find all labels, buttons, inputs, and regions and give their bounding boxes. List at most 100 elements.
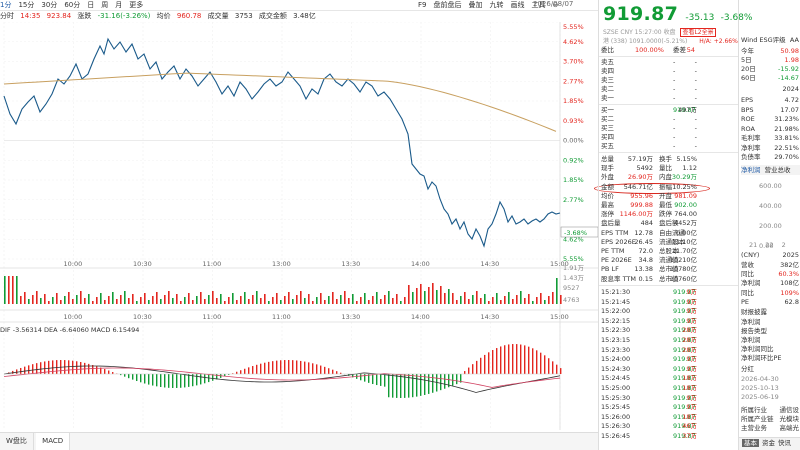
side-tab[interactable]: 基本 — [742, 439, 759, 447]
current-price-tag: -3.68% — [564, 229, 587, 237]
period-tab[interactable]: 更多 — [129, 1, 144, 9]
toolbar-tool[interactable]: 画线 — [510, 1, 525, 9]
side-tab[interactable]: 快讯 — [778, 439, 791, 447]
volume-bar — [336, 299, 338, 304]
volume-bar — [156, 292, 158, 304]
volume-bar — [536, 297, 538, 304]
fin2-row-label: 同比 — [741, 288, 754, 297]
trade-volume: 9万 — [686, 297, 697, 306]
trade-time: 15:26:30 — [601, 422, 631, 431]
axis-tick-label: 2.77% — [563, 196, 584, 204]
volume-bar — [12, 276, 14, 304]
price-change-pct: -3.68% — [720, 13, 753, 23]
period-tab[interactable]: 日 — [87, 1, 95, 9]
volume-bar — [36, 291, 38, 304]
time-axis-label: 10:30 — [133, 313, 152, 321]
volume-bar — [68, 292, 70, 304]
period-tab[interactable]: 15分 — [18, 1, 35, 9]
period-tab[interactable]: 1分 — [0, 1, 12, 9]
fin-row-value: 4.72 — [784, 96, 799, 104]
period-tab[interactable]: 周 — [101, 1, 109, 9]
quote-row: 买三 - - — [601, 124, 737, 133]
tab-macd[interactable]: MACD — [36, 433, 71, 450]
volume-bar — [256, 291, 258, 304]
macd-bar — [112, 372, 114, 374]
macd-bar — [300, 360, 302, 374]
hk-price: 港 (338) 1091.0000(-5.21%) — [603, 38, 688, 45]
fin-row: 负债率 29.70% — [741, 152, 800, 162]
macd-bar — [228, 374, 230, 375]
volume-bar — [228, 297, 230, 304]
toolbar-tool[interactable]: 九转 — [489, 1, 504, 9]
stat-label: EPS TTM — [601, 228, 629, 237]
volume-bar — [560, 295, 562, 304]
cny-row: (CNY) 2025 — [741, 250, 800, 260]
toolbar-tool[interactable]: F9 — [418, 1, 427, 9]
volume-bar — [176, 294, 178, 304]
time-axis-label: 15:00 — [550, 260, 569, 268]
volume-bar — [40, 298, 42, 304]
trade-time: 15:24:30 — [601, 364, 631, 373]
bid-volume: - — [694, 124, 697, 132]
toolbar-tool[interactable]: ⊝ — [552, 1, 559, 9]
macd-bar — [316, 364, 318, 374]
quote-row: 15:22:15 919.87 9万 — [601, 317, 737, 326]
volume-bar — [488, 301, 490, 304]
volume-bar — [432, 283, 434, 304]
mini-chart-tick: 600.00 — [759, 182, 782, 190]
trade-time: 15:23:15 — [601, 336, 631, 344]
toolbar-tool[interactable]: 盘前盘后 — [433, 1, 462, 9]
ask-price: - — [673, 76, 676, 84]
info-price: 923.84 — [46, 12, 72, 20]
period-tab[interactable]: 60分 — [64, 1, 81, 9]
macd-bar — [272, 361, 274, 374]
macd-bar — [324, 366, 326, 374]
fin-row-value: 31.23% — [774, 115, 799, 123]
trade-volume: 18万 — [682, 384, 697, 392]
stat-value: 0.00亿 — [676, 228, 697, 237]
volume-bar — [160, 299, 162, 304]
quote-row: 15:24:30 919.87 9万 — [601, 365, 737, 374]
perf-row-value: 1.98 — [784, 56, 799, 64]
intraday-chart[interactable]: 5.55% 4.62% 3.70% 2.77% 1.85% 0.93% 0.00% 0.92%… — [0, 22, 598, 430]
macd-bar — [432, 374, 434, 393]
period-tab[interactable]: 30分 — [41, 1, 58, 9]
industry-row-value: 通信设 — [779, 406, 800, 414]
volume-bar — [396, 294, 398, 304]
toolbar-tool[interactable]: 工具 — [531, 1, 546, 9]
order-ratio-label: 委比 — [601, 46, 614, 54]
toolbar-tool[interactable]: 叠加 — [468, 1, 483, 9]
volume-bar — [172, 298, 174, 304]
stat-value: 981.09 — [674, 191, 697, 200]
volume-bar — [144, 293, 146, 304]
fin2-row-value: 60.3% — [778, 270, 799, 279]
macd-bar — [260, 363, 262, 374]
macd-bar — [124, 374, 126, 377]
tab-w-ratio[interactable]: W盘比 — [0, 433, 34, 450]
quote-row: 股息率 TTM 0.15 总市值 10760亿 — [601, 275, 737, 284]
macd-bar — [188, 374, 190, 387]
volume-bar — [392, 298, 394, 304]
quote-row: 总量 57.19万 换手 5.15% — [601, 155, 737, 164]
side-tab[interactable]: 资金 — [762, 439, 775, 447]
time-axis-label: 13:00 — [272, 260, 291, 268]
tab-revenue[interactable]: 营业总收 — [764, 166, 791, 174]
macd-bar — [144, 374, 146, 384]
macd-bar — [168, 374, 170, 388]
macd-bar — [392, 374, 394, 398]
period-tab[interactable]: 月 — [115, 1, 123, 9]
quote-row: PE 2026E 34.8 流通值 10210亿 — [601, 256, 737, 265]
tab-net-profit[interactable]: 净利润 — [741, 166, 761, 174]
fin-row-label: ROE — [741, 115, 755, 123]
macd-bar — [524, 345, 526, 374]
trade-price: 919.87 — [673, 422, 696, 431]
trade-price: 919.87 — [673, 307, 696, 316]
main-biz-row-value: 高端光 — [779, 424, 800, 432]
trade-price: 919.87 — [673, 412, 696, 421]
time-axis-label: 13:30 — [342, 260, 361, 268]
volume-bar — [268, 301, 270, 304]
stat-label: 最高 — [601, 201, 614, 209]
l2-link[interactable]: 查看L2全景 — [680, 28, 716, 37]
volume-bar — [44, 294, 46, 304]
info-avg: 960.78 — [176, 12, 202, 20]
